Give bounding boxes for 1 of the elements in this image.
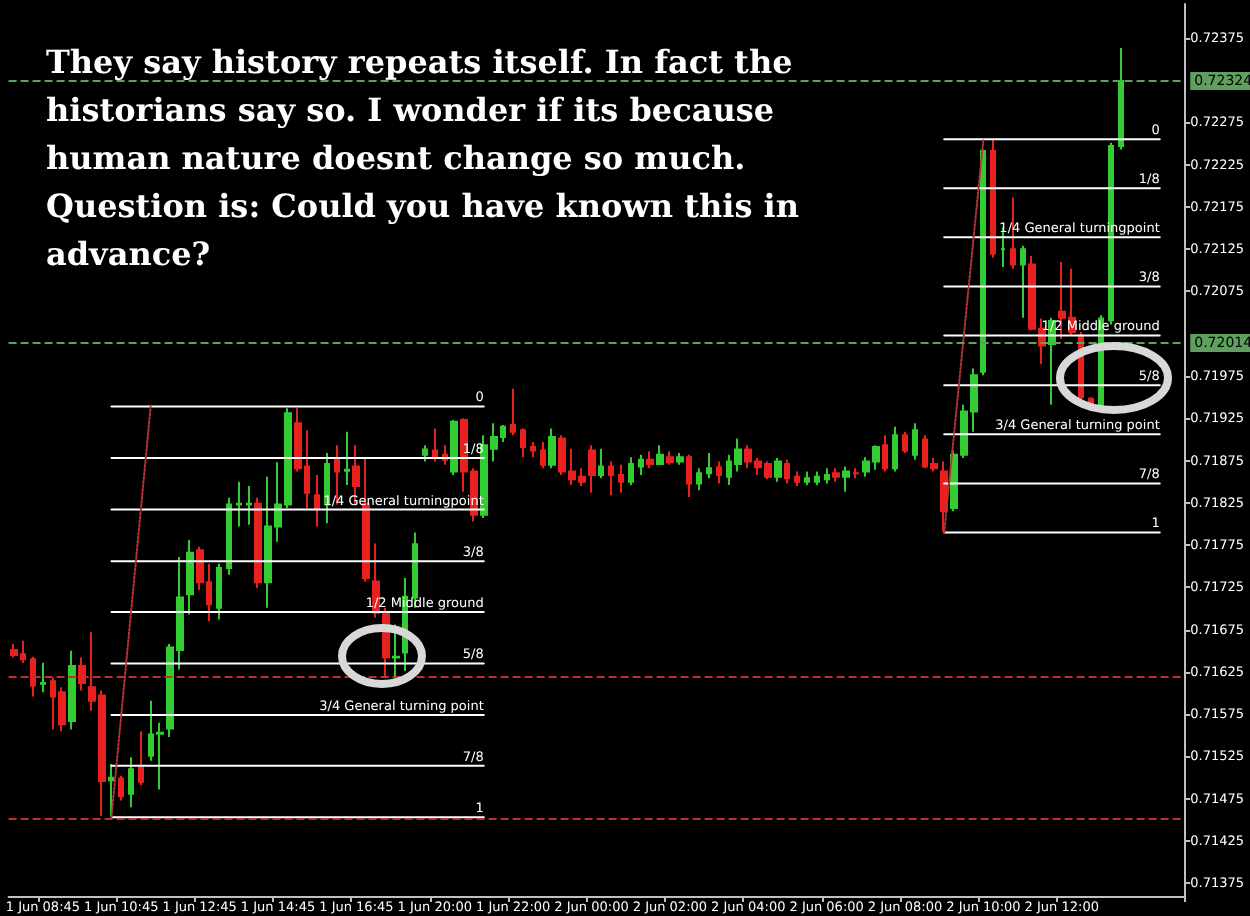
text: They say history repeats itself. In fact the historians say so. I wonder if its because human nature doesnt change so much. Question is: Could you have known this in advance? bbox=[46, 43, 811, 273]
